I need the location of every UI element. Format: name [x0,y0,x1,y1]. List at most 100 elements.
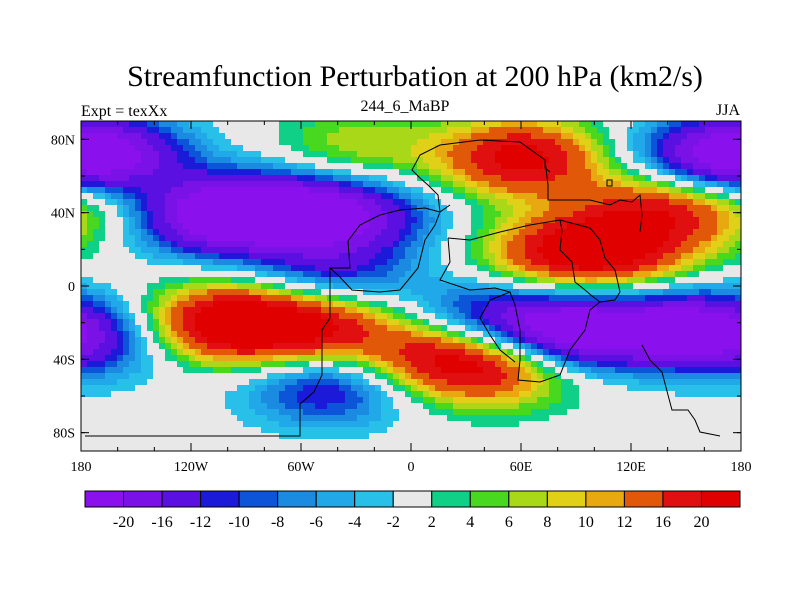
field-cell [345,259,352,266]
field-cell [249,367,256,374]
field-cell [381,133,388,140]
field-cell [573,217,580,224]
field-cell [579,355,586,362]
field-cell [555,175,562,182]
field-cell [315,355,322,362]
field-cell [459,283,466,290]
field-cell [567,169,574,176]
field-cell [651,271,658,278]
field-cell [357,313,364,320]
field-cell [369,301,376,308]
field-cell [513,373,520,380]
field-cell [513,325,520,332]
field-cell [351,187,358,194]
field-cell [711,289,718,296]
field-cell [603,175,610,182]
field-cell [483,139,490,146]
field-cell [267,193,274,200]
field-cell [381,187,388,194]
field-cell [123,253,130,260]
field-cell [381,367,388,374]
field-cell [483,127,490,134]
field-cell [105,145,112,152]
field-cell [159,325,166,332]
field-cell [459,289,466,296]
field-cell [573,307,580,314]
field-cell [117,367,124,374]
field-cell [561,259,568,266]
field-cell [507,247,514,254]
field-cell [87,193,94,200]
field-cell [687,121,694,128]
field-cell [135,271,142,278]
field-cell [207,295,214,302]
field-cell [543,295,550,302]
field-cell [633,361,640,368]
field-cell [501,361,508,368]
field-cell [135,331,142,338]
field-cell [561,379,568,386]
field-cell [495,289,502,296]
field-cell [405,133,412,140]
field-cell [465,259,472,266]
field-cell [531,355,538,362]
field-cell [675,157,682,164]
field-cell [615,199,622,206]
field-cell [561,241,568,248]
field-cell [669,373,676,380]
field-cell [651,325,658,332]
field-cell [393,133,400,140]
field-cell [165,373,172,380]
field-cell [411,301,418,308]
field-cell [429,259,436,266]
field-cell [279,253,286,260]
field-cell [135,187,142,194]
field-cell [189,307,196,314]
field-cell [561,145,568,152]
field-cell [333,157,340,164]
field-cell [729,121,736,128]
field-cell [87,247,94,254]
field-cell [297,361,304,368]
field-cell [195,253,202,260]
field-cell [501,385,508,392]
field-cell [459,331,466,338]
field-cell [441,319,448,326]
field-cell [645,385,652,392]
field-cell [429,367,436,374]
field-cell [489,139,496,146]
field-cell [549,313,556,320]
field-cell [237,223,244,230]
field-cell [699,157,706,164]
field-cell [327,205,334,212]
field-cell [525,349,532,356]
field-cell [93,229,100,236]
field-cell [381,157,388,164]
field-cell [567,229,574,236]
field-cell [687,175,694,182]
field-cell [477,361,484,368]
field-cell [585,163,592,170]
field-cell [237,181,244,188]
field-cell [141,223,148,230]
field-cell [579,295,586,302]
field-cell [105,349,112,356]
field-cell [651,343,658,350]
field-cell [225,343,232,350]
field-cell [441,229,448,236]
field-cell [645,229,652,236]
field-cell [357,169,364,176]
field-cell [693,187,700,194]
field-cell [627,271,634,278]
field-cell [651,349,658,356]
field-cell [507,151,514,158]
field-cell [453,337,460,344]
field-cell [345,121,352,128]
field-cell [255,199,262,206]
field-cell [669,361,676,368]
field-cell [669,211,676,218]
field-cell [543,349,550,356]
field-cell [189,169,196,176]
field-cell [699,319,706,326]
field-cell [621,343,628,350]
